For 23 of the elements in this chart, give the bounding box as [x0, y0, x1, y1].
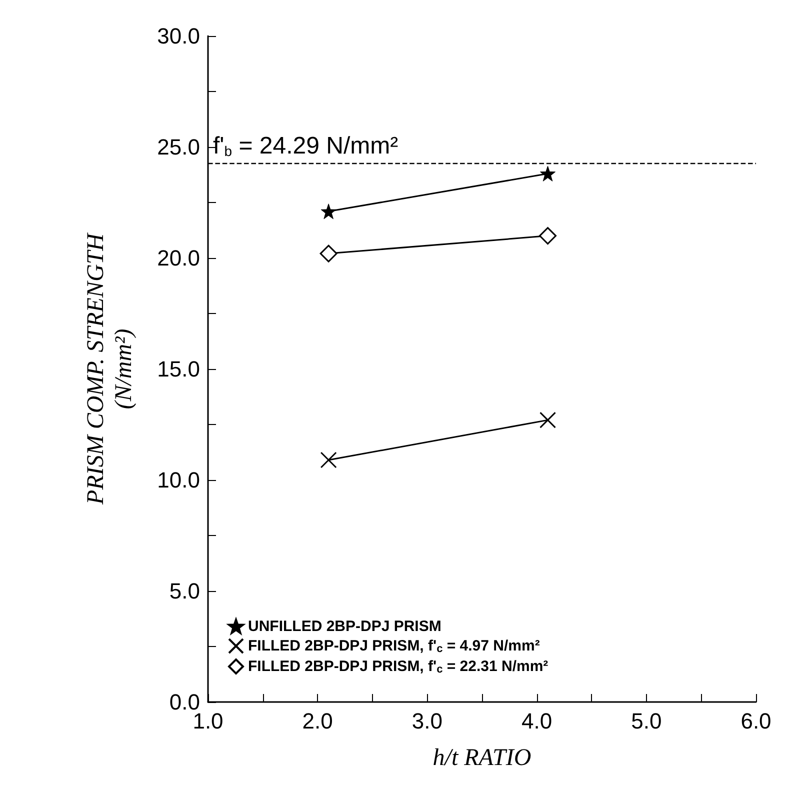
x-axis-title: h/t RATIO	[432, 745, 532, 771]
y-tick-label: 20.0	[157, 246, 200, 270]
x-tick-label: 6.0	[740, 708, 772, 734]
point	[320, 452, 337, 468]
y-tick-label: 25.0	[157, 134, 200, 160]
y-axis-title: PRISM COMP. STRENGTH (N/mm²)	[83, 232, 137, 506]
point	[540, 412, 556, 428]
legend-label: FILLED 2BP-DPJ PRISM, f'c = 4.97 N/mm²	[248, 638, 540, 655]
point	[320, 244, 338, 262]
x-tick-label: 5.0	[631, 708, 662, 734]
x-tick-label: 2.0	[302, 708, 333, 734]
y-tick-label: 30.0	[157, 24, 200, 48]
point	[320, 204, 336, 220]
point	[539, 227, 557, 245]
x-tick-label: 3.0	[412, 708, 442, 734]
x-tick-label: 4.0	[522, 708, 552, 734]
ref-line-label: f'b = 24.29 N/mm²	[213, 132, 398, 160]
y-tick-label: 5.0	[169, 578, 200, 604]
legend-label: UNFILLED 2BP-DPJ PRISM	[248, 618, 442, 635]
legend-label: FILLED 2BP-DPJ PRISM, f'c = 22.31 N/mm²	[248, 658, 548, 676]
y-tick-label: 10.0	[157, 468, 200, 492]
y-tick-label: 15.0	[157, 356, 200, 382]
point	[540, 166, 556, 182]
